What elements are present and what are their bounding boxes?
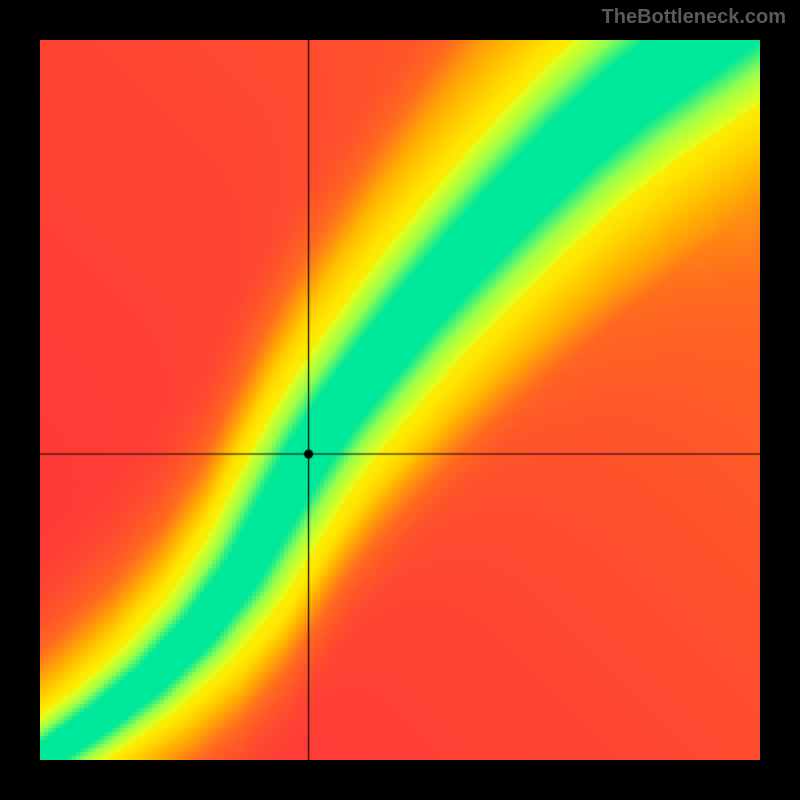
heatmap-canvas bbox=[40, 40, 760, 760]
plot-area bbox=[40, 40, 760, 760]
watermark-text: TheBottleneck.com bbox=[602, 6, 786, 29]
chart-container: TheBottleneck.com bbox=[0, 0, 800, 800]
